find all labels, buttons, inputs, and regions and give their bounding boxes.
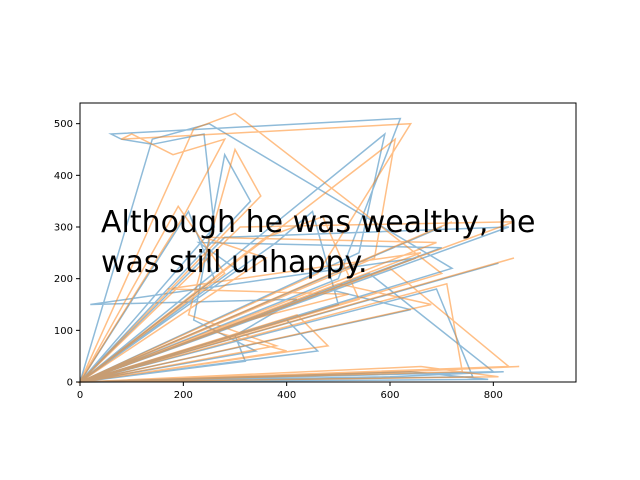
y-tick-label: 500 [54, 119, 73, 130]
series-line-2 [77, 112, 520, 384]
y-tick-label: 300 [54, 223, 73, 234]
chart-annotation-line-2: was still unhappy. [101, 245, 368, 280]
x-tick-label: 600 [380, 390, 399, 401]
x-tick-label: 200 [174, 390, 193, 401]
chart-annotation-line-1: Although he was wealthy, he [101, 205, 535, 240]
y-tick-label: 400 [54, 171, 73, 182]
x-tick-label: 0 [77, 390, 83, 401]
plot-frame [79, 102, 577, 383]
y-tick-label: 0 [67, 378, 73, 389]
axis-ticks: 0 200 400 600 800 0 100 200 300 400 500 [54, 119, 503, 401]
y-tick-label: 200 [54, 274, 73, 285]
y-tick-label: 100 [54, 326, 73, 337]
x-tick-label: 400 [277, 390, 296, 401]
x-tick-label: 800 [484, 390, 503, 401]
series-layer [77, 112, 520, 384]
